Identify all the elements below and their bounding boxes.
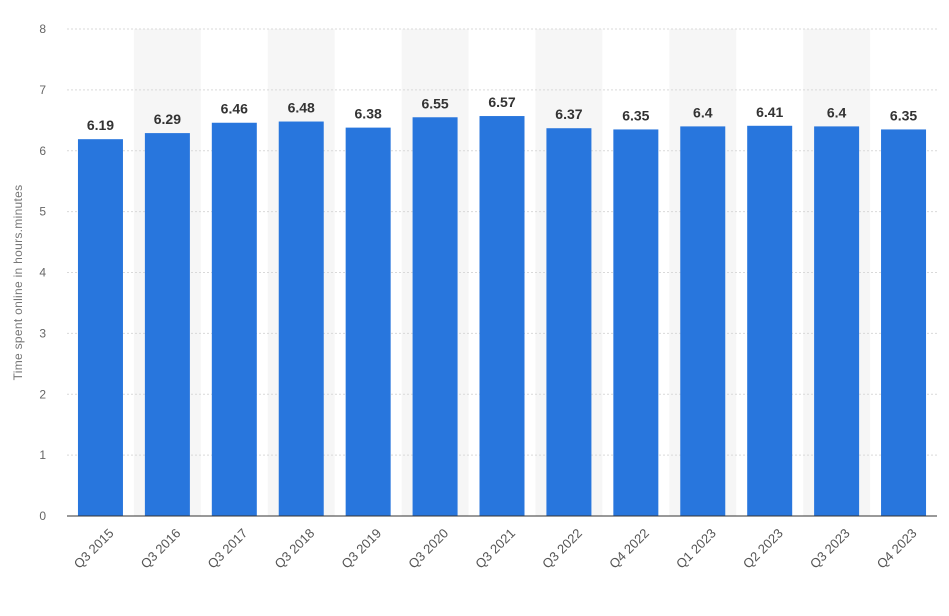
y-axis-label: Time spent online in hours.minutes bbox=[11, 185, 25, 381]
data-label: 6.48 bbox=[288, 100, 315, 116]
data-label: 6.35 bbox=[890, 107, 917, 123]
x-tick-label: Q3 2020 bbox=[405, 526, 451, 572]
bar-q3-2019[interactable] bbox=[345, 127, 391, 517]
x-tick-label: Q3 2016 bbox=[138, 526, 184, 572]
x-tick-label: Q4 2022 bbox=[606, 526, 652, 572]
y-axis-ticks: 0 1 2 3 4 5 6 7 8 bbox=[39, 22, 46, 523]
data-label: 6.4 bbox=[827, 104, 847, 120]
x-tick-label: Q3 2018 bbox=[271, 526, 317, 572]
x-tick-label: Q2 2023 bbox=[740, 526, 786, 572]
y-tick-label: 4 bbox=[39, 266, 46, 280]
x-tick-label: Q3 2019 bbox=[338, 526, 384, 572]
bar-q1-2023[interactable] bbox=[680, 126, 726, 517]
bar-q3-2021[interactable] bbox=[479, 116, 525, 517]
y-tick-label: 2 bbox=[39, 387, 46, 401]
x-tick-label: Q3 2022 bbox=[539, 526, 585, 572]
bar-q3-2023[interactable] bbox=[814, 126, 860, 517]
x-tick-label: Q1 2023 bbox=[673, 526, 719, 572]
bar-q3-2017[interactable] bbox=[211, 122, 257, 516]
x-tick-label: Q3 2021 bbox=[472, 526, 518, 572]
bars bbox=[77, 116, 927, 517]
y-tick-label: 6 bbox=[39, 144, 46, 158]
data-label: 6.4 bbox=[693, 104, 713, 120]
x-tick-label: Q3 2015 bbox=[71, 526, 117, 572]
x-tick-label: Q3 2023 bbox=[807, 526, 853, 572]
data-labels: 6.19 6.29 6.46 6.48 6.38 6.55 6.57 6.37 6.35 6.4 6… bbox=[87, 94, 918, 133]
y-tick-label: 5 bbox=[39, 205, 46, 219]
bar-q3-2022[interactable] bbox=[546, 128, 592, 516]
data-label: 6.38 bbox=[355, 106, 382, 122]
x-axis-ticks: Q3 2015 Q3 2016 Q3 2017 Q3 2018 Q3 2019 Q3 20… bbox=[71, 526, 920, 572]
bar-q3-2020[interactable] bbox=[412, 117, 458, 517]
y-tick-label: 1 bbox=[39, 448, 46, 462]
x-tick-label: Q4 2023 bbox=[874, 526, 920, 572]
data-label: 6.29 bbox=[154, 111, 181, 127]
bar-q3-2018[interactable] bbox=[278, 121, 324, 516]
data-label: 6.46 bbox=[221, 101, 248, 117]
bar-q4-2022[interactable] bbox=[613, 129, 659, 516]
data-label: 6.41 bbox=[756, 104, 783, 120]
data-label: 6.55 bbox=[421, 95, 448, 111]
y-tick-label: 8 bbox=[39, 22, 46, 36]
bar-q3-2016[interactable] bbox=[144, 133, 190, 516]
y-tick-label: 0 bbox=[39, 509, 46, 523]
data-label: 6.57 bbox=[488, 94, 515, 110]
bar-q2-2023[interactable] bbox=[747, 125, 793, 516]
data-label: 6.35 bbox=[622, 107, 649, 123]
bar-q4-2023[interactable] bbox=[881, 129, 927, 516]
data-label: 6.37 bbox=[555, 106, 582, 122]
y-tick-label: 3 bbox=[39, 326, 46, 340]
bar-q3-2015[interactable] bbox=[77, 139, 123, 516]
x-tick-label: Q3 2017 bbox=[205, 526, 251, 572]
data-label: 6.19 bbox=[87, 117, 114, 133]
y-tick-label: 7 bbox=[39, 83, 46, 97]
